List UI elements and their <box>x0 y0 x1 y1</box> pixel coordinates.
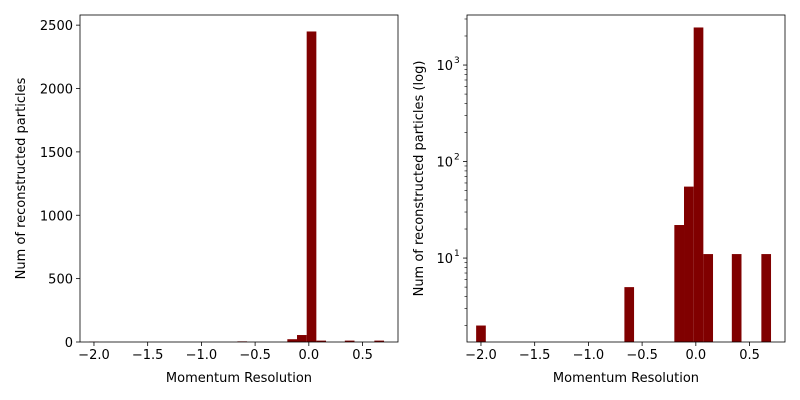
x-tick-label: 0.0 <box>298 348 319 363</box>
histogram-bars <box>476 27 772 342</box>
axes-frame <box>79 14 399 343</box>
x-tick-label: 0.5 <box>739 348 760 363</box>
x-tick-label: −1.0 <box>186 348 218 363</box>
histogram-bar <box>703 254 714 342</box>
x-tick-label: 0.5 <box>352 348 373 363</box>
histogram-bar <box>476 325 486 342</box>
histogram-bar <box>674 225 685 342</box>
y-tick-exponent: 3 <box>454 56 460 66</box>
histogram-bar <box>306 31 317 342</box>
axes-frame <box>466 14 786 343</box>
x-tick-label: −1.5 <box>132 348 164 363</box>
y-tick-label: 1000 <box>40 209 73 224</box>
histogram-bar <box>344 340 355 342</box>
x-tick-label: 0.0 <box>685 348 706 363</box>
y-tick-label: 10 <box>436 59 453 74</box>
y-tick-label: 10 <box>436 156 453 171</box>
y-minor-ticks <box>464 18 467 326</box>
y-tick-label: 1500 <box>40 146 73 161</box>
histogram-bar <box>731 254 742 342</box>
y-tick-exponent: 2 <box>454 153 460 163</box>
x-axis-label: Momentum Resolution <box>553 371 699 386</box>
histogram-bar <box>297 335 307 342</box>
y-tick-label: 2000 <box>40 83 73 98</box>
histogram-bar <box>693 27 704 342</box>
x-axis-label: Momentum Resolution <box>166 371 312 386</box>
x-tick-label: −0.5 <box>239 348 271 363</box>
y-axis-ticks: 0 500 1000 1500 2000 2500 <box>40 19 80 351</box>
histogram-bar <box>287 339 298 342</box>
y-tick-label: 2500 <box>40 19 73 34</box>
x-axis-ticks: −2.0 −1.5 −1.0 −0.5 0.0 0.5 <box>78 342 373 363</box>
histogram-bar <box>684 186 694 342</box>
y-axis-label: Num of reconstructed particles <box>14 77 29 279</box>
y-axis-label: Num of reconstructed particles (log) <box>412 61 427 297</box>
x-tick-label: −2.0 <box>465 348 497 363</box>
histogram-bar <box>374 340 385 342</box>
y-tick-exponent: 1 <box>454 249 460 259</box>
x-tick-label: −0.5 <box>626 348 658 363</box>
histogram-bars <box>89 31 385 342</box>
x-tick-label: −1.0 <box>573 348 605 363</box>
y-tick-label: 500 <box>48 273 73 288</box>
y-tick-label: 10 <box>436 252 453 267</box>
histogram-bar <box>624 287 635 342</box>
linear-histogram-panel: −2.0 −1.5 −1.0 −0.5 0.0 0.5 0 500 1000 1500 2000 25… <box>14 14 399 386</box>
x-tick-label: −2.0 <box>78 348 110 363</box>
x-axis-ticks: −2.0 −1.5 −1.0 −0.5 0.0 0.5 <box>465 342 760 363</box>
histogram-bar <box>761 254 772 342</box>
x-tick-label: −1.5 <box>519 348 551 363</box>
y-tick-label: 0 <box>65 336 73 351</box>
histogram-bar <box>316 340 327 342</box>
